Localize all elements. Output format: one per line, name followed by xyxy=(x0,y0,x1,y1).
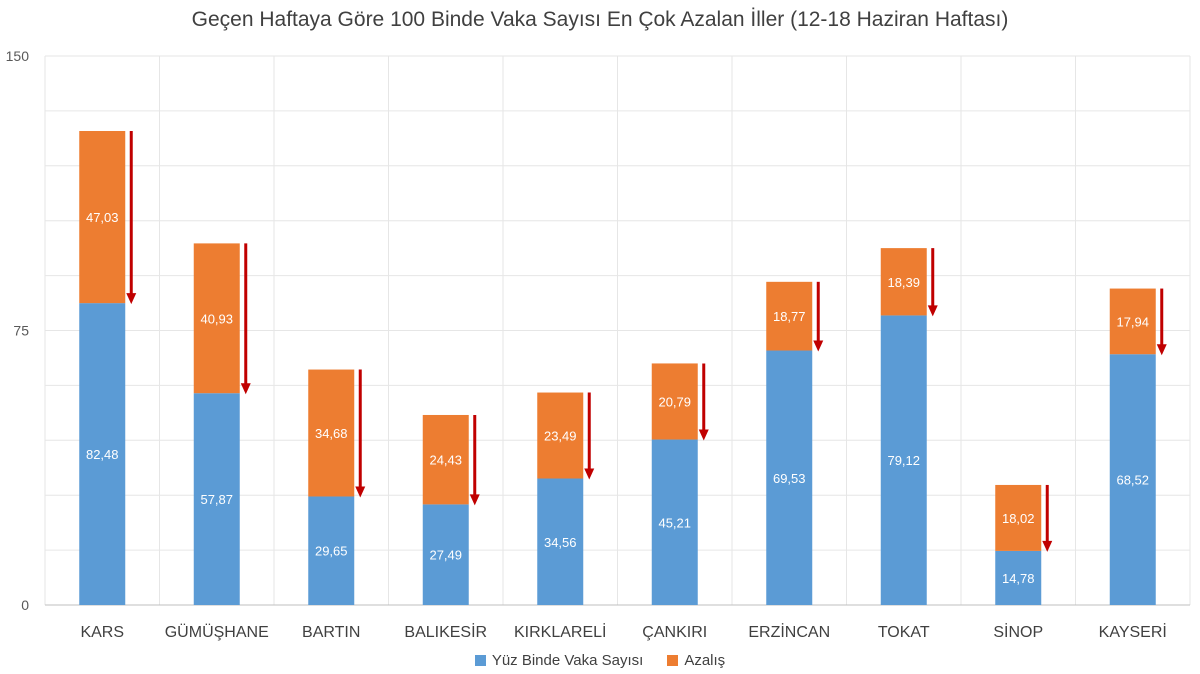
legend-item-decrease: Azalış xyxy=(667,652,725,669)
bar-decrease xyxy=(880,248,927,316)
bar-cases xyxy=(651,439,698,605)
x-category-label: ÇANKIRI xyxy=(642,624,707,641)
x-category-label: KAYSERİ xyxy=(1099,622,1167,641)
data-label-cases: 57,87 xyxy=(200,492,233,507)
decrease-arrow-head xyxy=(469,494,480,506)
data-label-decrease: 18,77 xyxy=(773,309,806,324)
x-category-label: GÜMÜŞHANE xyxy=(165,623,269,641)
x-category-label: ERZİNCAN xyxy=(748,622,830,641)
data-label-cases: 69,53 xyxy=(773,471,806,486)
data-label-decrease: 17,94 xyxy=(1116,314,1149,329)
x-category-label: TOKAT xyxy=(878,624,930,641)
data-label-decrease: 18,39 xyxy=(887,275,920,290)
y-tick-label: 150 xyxy=(6,48,30,64)
bar-decrease xyxy=(537,392,584,479)
bar-cases xyxy=(79,303,126,605)
data-label-cases: 27,49 xyxy=(429,548,462,563)
data-label-cases: 82,48 xyxy=(86,447,119,462)
y-tick-label: 0 xyxy=(21,597,29,613)
data-label-cases: 45,21 xyxy=(658,515,691,530)
bar-decrease xyxy=(651,363,698,440)
x-category-label: BALIKESİR xyxy=(404,622,487,641)
x-category-label: SİNOP xyxy=(993,622,1043,641)
data-label-cases: 68,52 xyxy=(1116,473,1149,488)
legend-swatch-decrease xyxy=(667,655,679,666)
bar-cases xyxy=(422,504,469,605)
decrease-arrow-head xyxy=(1042,540,1053,552)
decrease-arrow-head xyxy=(584,468,595,480)
decrease-arrow-head xyxy=(1156,344,1167,356)
y-tick-label: 75 xyxy=(13,323,29,339)
bar-decrease xyxy=(193,243,240,394)
decrease-arrow-head xyxy=(355,486,366,498)
data-label-decrease: 47,03 xyxy=(86,210,119,225)
data-label-cases: 79,12 xyxy=(887,453,920,468)
bar-cases xyxy=(766,350,813,605)
bar-decrease xyxy=(995,484,1042,551)
data-label-decrease: 20,79 xyxy=(658,394,691,409)
bar-decrease xyxy=(766,281,813,351)
decrease-arrow-head xyxy=(126,293,137,305)
data-label-decrease: 23,49 xyxy=(544,429,577,444)
x-category-label: KIRKLARELİ xyxy=(514,622,606,641)
legend-label-cases: Yüz Binde Vaka Sayısı xyxy=(491,652,644,669)
decrease-arrow-head xyxy=(698,429,709,441)
bar-cases xyxy=(995,550,1042,605)
legend-label-decrease: Azalış xyxy=(684,652,726,669)
data-label-cases: 29,65 xyxy=(315,544,348,559)
legend: Yüz Binde Vaka Sayısı Azalış xyxy=(0,652,1200,669)
data-label-decrease: 18,02 xyxy=(1002,511,1035,526)
chart-title: Geçen Haftaya Göre 100 Binde Vaka Sayısı… xyxy=(191,8,1009,31)
x-category-label: KARS xyxy=(80,624,124,641)
legend-item-cases: Yüz Binde Vaka Sayısı xyxy=(474,652,644,669)
decrease-arrow-head xyxy=(813,340,824,352)
decrease-arrow-head xyxy=(927,305,938,317)
bar-cases xyxy=(1109,354,1156,605)
bar-cases xyxy=(193,393,240,605)
x-category-label: BARTIN xyxy=(302,624,360,641)
bar-cases xyxy=(537,478,584,605)
data-label-decrease: 40,93 xyxy=(200,311,233,326)
decrease-arrow-head xyxy=(240,383,251,395)
data-label-cases: 34,56 xyxy=(544,535,577,550)
data-label-decrease: 34,68 xyxy=(315,426,348,441)
data-label-cases: 14,78 xyxy=(1002,571,1035,586)
bar-cases xyxy=(880,315,927,605)
bar-decrease xyxy=(79,130,126,304)
data-label-decrease: 24,43 xyxy=(429,453,462,468)
bar-cases xyxy=(308,496,355,605)
bar-decrease xyxy=(1109,288,1156,355)
bar-decrease xyxy=(308,369,355,497)
legend-swatch-cases xyxy=(474,655,486,666)
bar-decrease xyxy=(422,414,469,505)
